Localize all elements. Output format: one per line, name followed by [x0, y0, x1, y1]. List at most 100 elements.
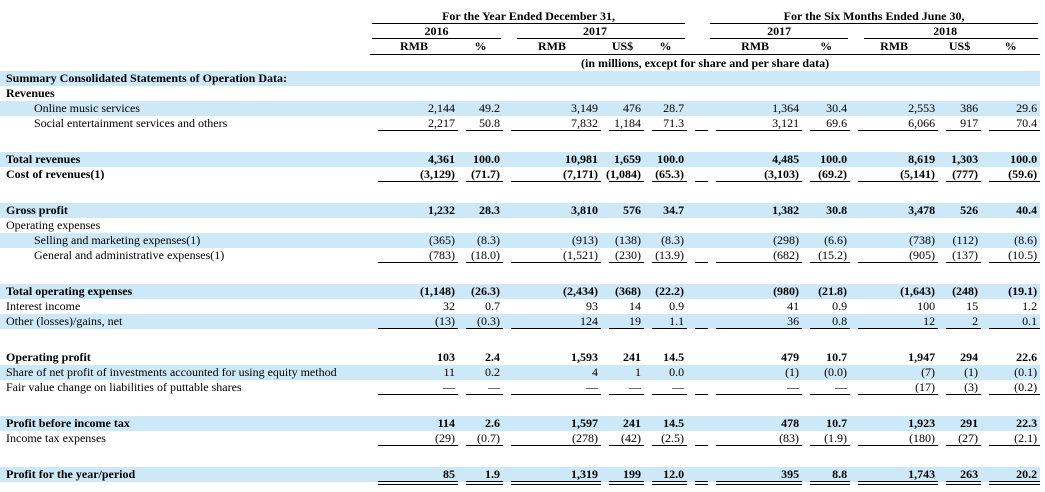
group-gap [687, 39, 709, 55]
column-header: RMB [503, 39, 601, 55]
value-cell: 4,485 [708, 152, 803, 167]
value-cell: (69.2) [802, 167, 851, 182]
value-cell: 1,184 [601, 116, 644, 131]
gap-cell [687, 284, 709, 299]
value-cell: 1 [601, 365, 644, 380]
group-gap [687, 6, 708, 24]
value-cell: (137) [938, 248, 982, 263]
value-cell [503, 86, 601, 101]
value-cell: (13) [370, 314, 458, 329]
value-cell: (22.2) [644, 284, 688, 299]
value-cell: 0.7 [485, 299, 500, 313]
value-cell: 2.6 [458, 416, 503, 431]
group-title: For the Year Ended December 31, [370, 6, 687, 24]
value-cell: (65.3) [644, 167, 688, 182]
value-cell [644, 71, 688, 86]
spacer-row [0, 131, 1041, 152]
value-cell: 14 [629, 299, 641, 313]
row-label: Share of net profit of investments accou… [0, 365, 370, 380]
value-cell: 40.4 [981, 203, 1041, 218]
value-cell: (905) [850, 248, 939, 263]
column-header: % [458, 39, 503, 55]
column-header: % [802, 39, 851, 55]
value-cell: (365) [370, 233, 458, 248]
value-cell: (1.9) [802, 431, 851, 446]
column-header: % [981, 39, 1041, 55]
value-cell: 386 [938, 101, 982, 116]
row-label: Selling and marketing expenses(1) [0, 233, 370, 248]
spacer-row [0, 182, 1041, 203]
value-cell: 0.8 [802, 314, 851, 329]
row-label: Total operating expenses [0, 284, 370, 299]
row-label: Other (losses)/gains, net [0, 314, 370, 329]
group-title: For the Six Months Ended June 30, [708, 6, 1040, 24]
value-cell [601, 86, 644, 101]
value-cell: 395 [708, 467, 803, 485]
column-header: RMB [370, 39, 458, 55]
value-cell [708, 218, 802, 233]
value-cell: 291 [938, 416, 982, 431]
value-cell [938, 218, 981, 233]
value-cell: 11 [370, 365, 458, 380]
value-cell [370, 86, 458, 101]
currency-header-row: RMB% RMB US$% RMB% RMB US$% [0, 39, 1041, 55]
value-cell [601, 71, 644, 86]
value-cell: 1,597 [503, 416, 601, 431]
spacer-row [0, 329, 1041, 350]
value-cell: 241 [623, 350, 641, 364]
value-cell: (1,521) [503, 248, 601, 263]
value-cell: 28.7 [644, 101, 688, 116]
value-cell [503, 218, 601, 233]
table-row: Income tax expenses (29) (0.7) (278) (42) (2.… [0, 431, 1041, 446]
value-cell: 1,319 [503, 467, 601, 485]
units-note: (in millions, except for share and per s… [580, 56, 830, 70]
value-cell: (1) [708, 365, 803, 380]
value-cell [850, 218, 938, 233]
table-row: Share of net profit of investments accou… [0, 365, 1041, 380]
table-row: Online music services 2,144 49.2 3,149 476 28… [0, 101, 1041, 116]
value-cell: (21.8) [802, 284, 851, 299]
value-cell: — [802, 380, 851, 395]
value-cell: 34.7 [644, 203, 688, 218]
year-header: 2017 [708, 24, 850, 39]
table-row: Operating profit 103 2.4 1,593 241 14.5 479 10.… [0, 350, 1040, 365]
label-column-header [0, 6, 370, 24]
value-cell [644, 218, 687, 233]
value-cell: (3) [938, 380, 982, 395]
value-cell: — [503, 380, 601, 395]
row-label: Income tax expenses [6, 431, 106, 445]
value-cell [850, 71, 939, 86]
value-cell: (6.6) [802, 233, 851, 248]
value-cell [981, 218, 1040, 233]
gap-cell [687, 431, 709, 446]
value-cell: 0.1 [981, 314, 1041, 329]
value-cell: — [370, 380, 458, 395]
table-row: Interest income 32 0.7 93 14 0.9 41 0.9 100 15 1.2 [0, 299, 1040, 314]
value-cell: 32 [443, 299, 455, 313]
value-cell: — [601, 380, 644, 395]
value-cell: 30.4 [802, 101, 851, 116]
value-cell: 41 [787, 299, 800, 313]
label-column-header [0, 55, 370, 72]
value-cell: (682) [708, 248, 803, 263]
value-cell: 10.7 [802, 416, 851, 431]
table-row: Profit for the year/period 85 1.9 1,319 199 1… [0, 467, 1041, 485]
value-cell: 100 [917, 299, 936, 313]
value-cell: 85 [370, 467, 458, 485]
value-cell: (2,434) [503, 284, 601, 299]
spacer-cell [0, 131, 1041, 152]
value-cell: 28.3 [458, 203, 503, 218]
row-label: General and administrative expenses(1) [34, 248, 225, 262]
value-cell: (13.9) [644, 248, 688, 263]
value-cell: (17) [850, 380, 939, 395]
table-row: Summary Consolidated Statements of Opera… [0, 71, 1041, 86]
column-header: US$ [938, 39, 982, 55]
value-cell: 14.5 [663, 350, 685, 364]
value-cell: (180) [850, 431, 939, 446]
gap-cell [687, 233, 709, 248]
value-cell: (8.6) [981, 233, 1041, 248]
value-cell: 15 [966, 299, 979, 313]
value-cell: (298) [708, 233, 803, 248]
value-cell: 14.5 [644, 416, 688, 431]
value-cell [370, 71, 458, 86]
